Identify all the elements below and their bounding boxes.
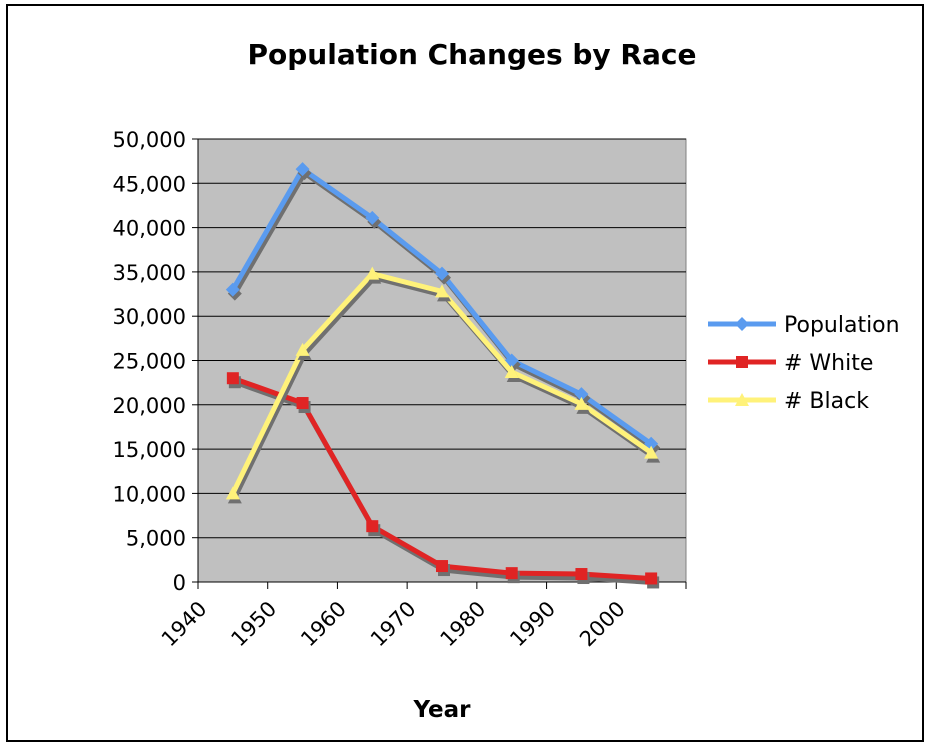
y-tick-label: 0 xyxy=(173,571,186,595)
data-point xyxy=(365,210,380,225)
chart-frame: Population Changes by Race 0 5,000 10,000 1… xyxy=(6,4,924,742)
legend: Population # White # Black xyxy=(708,313,900,414)
y-tick-label: 5,000 xyxy=(126,527,186,551)
x-tick-label: 1990 xyxy=(505,597,560,652)
x-tick-label: 1970 xyxy=(366,597,421,652)
legend-marker xyxy=(735,317,749,331)
legend-marker xyxy=(735,393,749,406)
y-tick-label: 25,000 xyxy=(113,350,186,374)
y-tick-label: 15,000 xyxy=(113,438,186,462)
y-tick-label: 35,000 xyxy=(113,261,186,285)
data-point xyxy=(574,396,589,410)
data-point xyxy=(225,486,240,500)
legend-item: Population xyxy=(708,313,900,338)
y-tick-label: 30,000 xyxy=(113,305,186,329)
data-point xyxy=(645,572,658,585)
x-axis-title: Year xyxy=(412,697,471,723)
data-point xyxy=(575,568,588,581)
data-point xyxy=(435,266,449,281)
x-tick-label: 1960 xyxy=(296,597,351,652)
x-tick-label: 1980 xyxy=(436,597,491,652)
data-point xyxy=(226,372,239,385)
legend-label: # White xyxy=(784,351,873,376)
data-point xyxy=(504,365,519,378)
y-tick-label: 50,000 xyxy=(113,128,186,152)
x-tick-label: 1950 xyxy=(226,597,281,652)
data-point xyxy=(504,353,519,368)
y-tick-label: 10,000 xyxy=(113,482,186,506)
data-point xyxy=(296,397,309,410)
data-point xyxy=(644,445,659,459)
legend-marker xyxy=(736,356,748,368)
y-tick-label: 20,000 xyxy=(113,394,186,418)
data-point xyxy=(435,284,449,298)
y-tick-label: 40,000 xyxy=(113,217,186,241)
legend-label: Population xyxy=(784,313,900,338)
chart-svg: Population Changes by Race 0 5,000 10,000 1… xyxy=(113,38,900,723)
y-tick-label: 45,000 xyxy=(113,172,186,196)
data-point xyxy=(366,520,379,533)
x-tick-label: 1940 xyxy=(157,597,212,652)
legend-item: # White xyxy=(708,351,873,376)
legend-label: # Black xyxy=(784,389,869,414)
x-tick-label: 2000 xyxy=(575,597,630,652)
data-point xyxy=(295,162,310,177)
data-point xyxy=(574,387,589,402)
data-point xyxy=(436,560,448,573)
data-point xyxy=(295,342,310,356)
data-point xyxy=(505,567,518,580)
legend-item: # Black xyxy=(708,389,869,414)
chart-title: Population Changes by Race xyxy=(248,38,697,71)
data-point xyxy=(225,282,240,297)
plot-area: 0 5,000 10,000 15,000 20,000 25,000 30,000 35,0… xyxy=(113,128,687,652)
data-point xyxy=(365,266,380,280)
